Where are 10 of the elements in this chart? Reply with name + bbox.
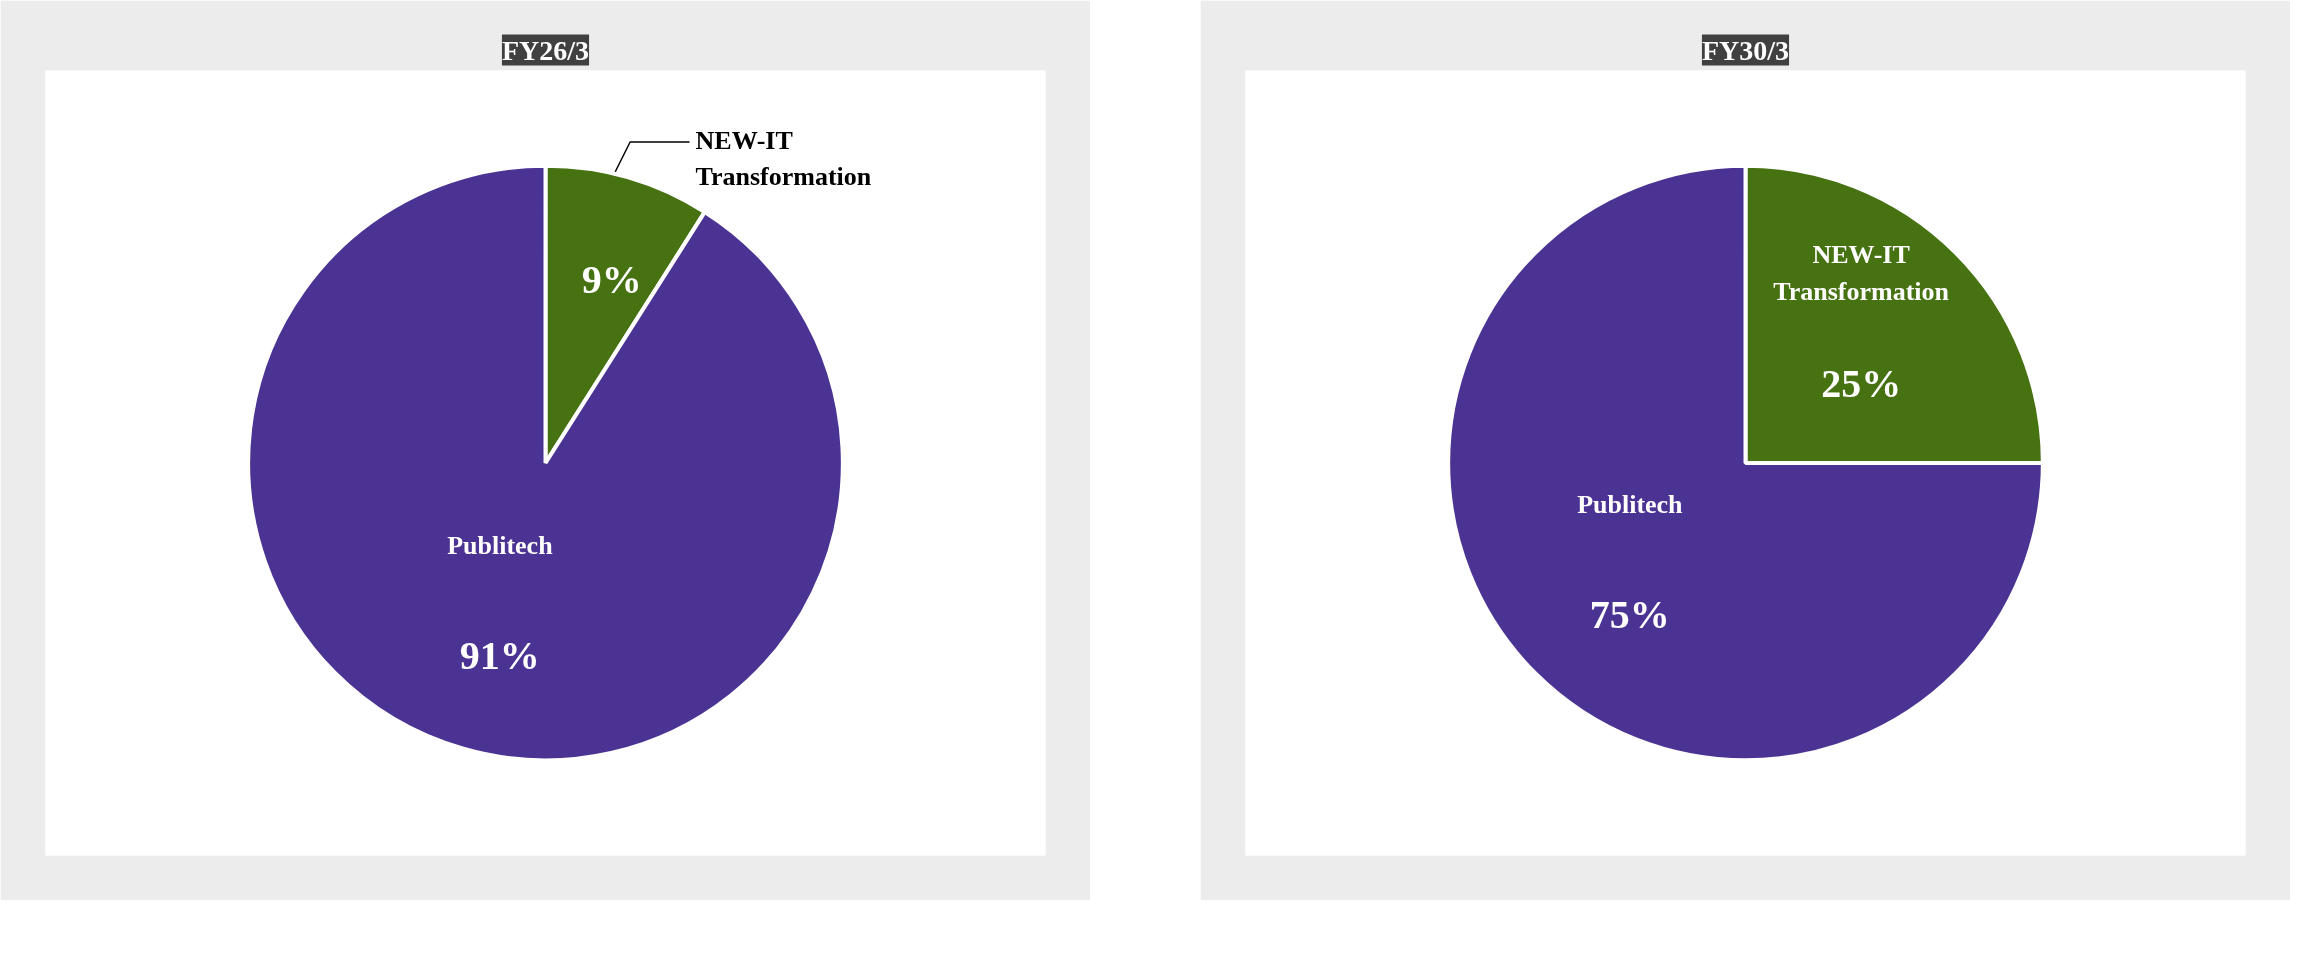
slice-label: Publitech	[1577, 489, 1684, 519]
data-label: 9%	[581, 256, 642, 302]
slice-label: NEW-IT Transformation	[1773, 240, 1950, 306]
data-label: 75%	[1589, 591, 1670, 637]
chart-title: FY30/3	[1701, 34, 1790, 66]
data-label: 25%	[1821, 360, 1902, 406]
slice-label: NEW-IT Transformation	[695, 126, 872, 192]
data-label: 91%	[459, 633, 540, 679]
slice-label: Publitech	[447, 531, 554, 561]
chart-title: FY26/3	[501, 34, 590, 66]
